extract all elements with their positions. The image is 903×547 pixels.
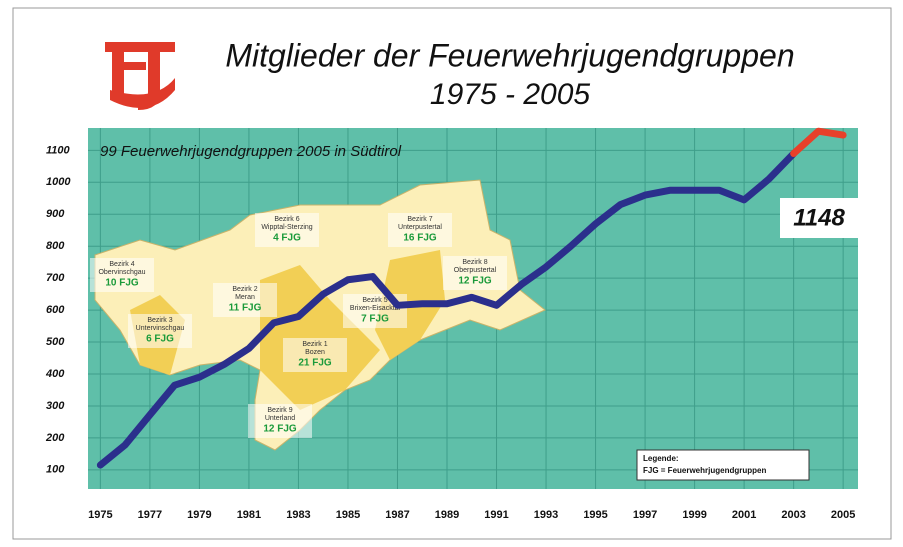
map-count: 4 FJG <box>273 233 301 244</box>
x-tick-label: 1995 <box>583 509 607 521</box>
map-district: Bezirk 3 <box>147 317 172 324</box>
map-area: Brixen-Eisacktal <box>350 305 401 312</box>
x-tick-label: 1987 <box>385 509 409 521</box>
map-area: Oberpustertal <box>454 267 497 274</box>
map-district: Bezirk 4 <box>109 261 134 268</box>
series-line <box>790 127 847 158</box>
map-label-box <box>388 213 452 247</box>
y-tick-label: 1100 <box>46 144 71 156</box>
map-area: Wipptal-Sterzing <box>261 224 312 231</box>
callout: 1148 <box>793 204 845 231</box>
map-district: Bezirk 1 <box>302 341 327 348</box>
map-district: Bezirk 6 <box>274 216 299 223</box>
map-area: Unterpustertal <box>398 224 442 231</box>
y-tick-label: 300 <box>46 400 65 412</box>
map-district: Bezirk 7 <box>407 216 432 223</box>
y-tick-label: 600 <box>46 304 65 316</box>
lines <box>96 127 847 469</box>
y-tick-label: 900 <box>46 208 65 220</box>
x-tick-label: 2005 <box>831 509 855 521</box>
map-count: 6 FJG <box>146 334 174 345</box>
x-tick-label: 2001 <box>732 509 756 521</box>
logo <box>105 42 175 110</box>
x-tick-label: 1993 <box>534 509 558 521</box>
map-label-box <box>248 404 312 438</box>
x-tick-label: 1983 <box>286 509 310 521</box>
x-tick-label: 2003 <box>781 509 805 521</box>
map-count: 12 FJG <box>263 424 297 435</box>
legend-text: FJG = Feuerwehrjugendgruppen <box>643 466 766 475</box>
x-tick-label: 1989 <box>435 509 459 521</box>
chart-title: Mitglieder der Feuerwehrjugendgruppen <box>225 37 794 73</box>
map-district: Bezirk 8 <box>462 259 487 266</box>
y-tick-label: 400 <box>45 368 65 380</box>
legend-title: Legende: <box>643 454 679 463</box>
x-tick-label: 1991 <box>484 509 508 521</box>
map-count: 21 FJG <box>298 358 332 369</box>
y-tick-label: 100 <box>46 464 65 476</box>
y-tick-label: 700 <box>46 272 65 284</box>
map-label-box <box>255 213 319 247</box>
map-count: 12 FJG <box>458 276 492 287</box>
map-area: Unterland <box>265 415 295 422</box>
x-tick-label: 1975 <box>88 509 112 521</box>
map-count: 7 FJG <box>361 314 389 325</box>
x-tick-label: 1981 <box>237 509 261 521</box>
map-district: Bezirk 2 <box>232 286 257 293</box>
x-tick-label: 1997 <box>633 509 657 521</box>
map-area: Obervinschgau <box>98 269 145 276</box>
map-area: Meran <box>235 294 255 301</box>
y-tick-label: 1000 <box>46 176 71 188</box>
y-tick-label: 500 <box>46 336 65 348</box>
map-district: Bezirk 5 <box>362 297 387 304</box>
map-label-box <box>443 256 507 290</box>
y-tick-label: 800 <box>46 240 65 252</box>
map-area: Untervinschgau <box>136 325 185 332</box>
x-tick-label: 1985 <box>336 509 360 521</box>
map-caption: 99 Feuerwehrjugendgruppen 2005 in Südtir… <box>100 143 402 160</box>
map-area: Bozen <box>305 349 325 356</box>
map-district: Bezirk 9 <box>267 407 292 414</box>
x-tick-label: 1977 <box>138 509 162 521</box>
map-label-box <box>90 258 154 292</box>
x-tick-label: 1979 <box>187 509 211 521</box>
map-count: 11 FJG <box>229 303 262 314</box>
map-label-box <box>283 338 347 372</box>
callout-box <box>780 198 858 238</box>
map-label-box <box>213 283 277 317</box>
series-line <box>96 150 798 469</box>
x-tick-label: 1999 <box>682 509 706 521</box>
map-count: 10 FJG <box>105 278 139 289</box>
y-tick-label: 200 <box>45 432 65 444</box>
map-label-box <box>128 314 192 348</box>
legend-box <box>636 449 810 481</box>
map-count: 16 FJG <box>403 233 437 244</box>
chart-subtitle: 1975 - 2005 <box>430 78 590 111</box>
